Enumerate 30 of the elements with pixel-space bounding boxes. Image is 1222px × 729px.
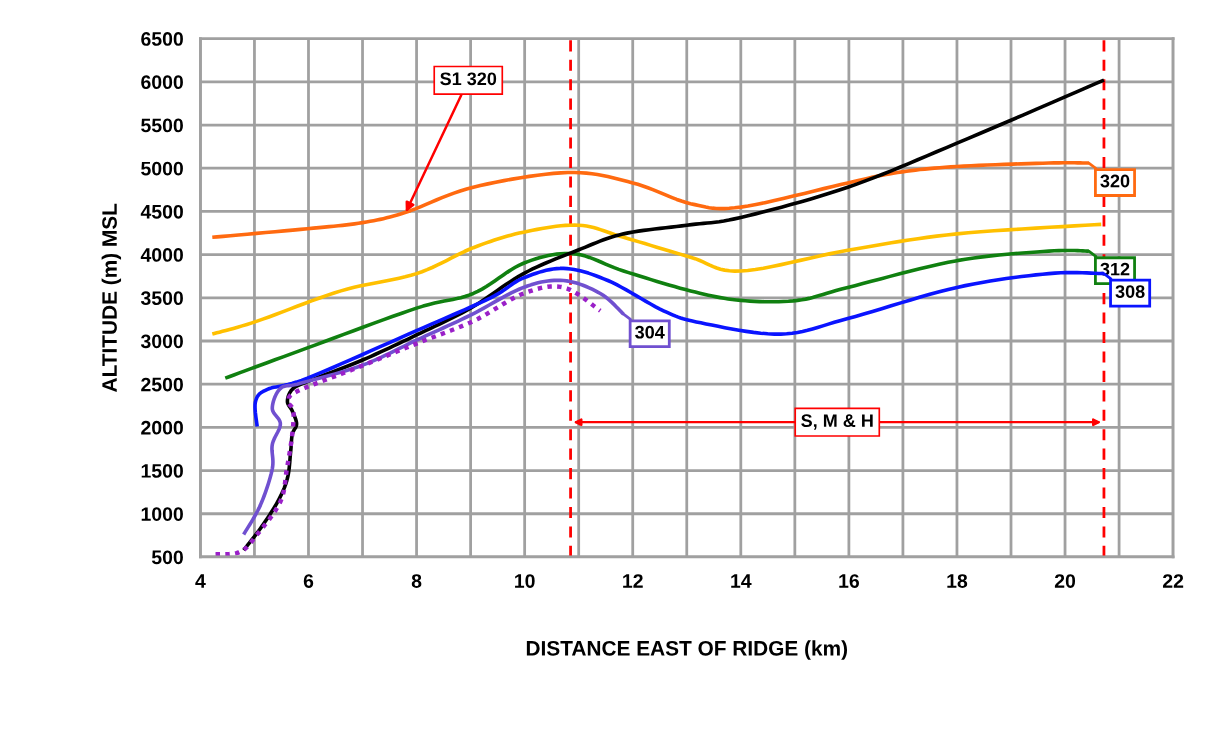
x-tick-label: 20 xyxy=(1054,574,1076,588)
y-axis-title: ALTITUDE (m) MSL xyxy=(101,203,122,392)
x-tick-label: 4 xyxy=(195,574,206,588)
annotation: S1 320 xyxy=(440,72,497,86)
y-tick-label: 2000 xyxy=(141,420,183,435)
legend-label: 308 xyxy=(1115,285,1145,299)
x-tick-label: 16 xyxy=(839,574,859,588)
y-tick-label: 2500 xyxy=(141,377,183,392)
y-tick-label: 4000 xyxy=(140,248,183,262)
y-tick-label: 4500 xyxy=(140,204,183,219)
x-tick-label: 22 xyxy=(1162,574,1184,588)
y-tick-label: 6500 xyxy=(141,32,183,46)
y-tick-label: 5000 xyxy=(141,161,183,176)
y-tick-label: 3000 xyxy=(140,334,183,349)
annotation: S, M & H xyxy=(801,414,873,430)
y-tick-label: 3500 xyxy=(140,291,183,306)
x-tick-label: 12 xyxy=(623,574,643,588)
x-tick-label: 6 xyxy=(303,574,314,588)
x-tick-label: 14 xyxy=(731,574,752,588)
x-tick-label: 18 xyxy=(947,574,968,588)
legend-label: 304 xyxy=(635,325,665,339)
x-tick-label: 8 xyxy=(411,574,422,588)
y-tick-label: 5500 xyxy=(141,118,183,133)
x-tick-label: 10 xyxy=(515,574,535,588)
y-tick-label: 6000 xyxy=(141,75,183,90)
x-axis-title: DISTANCE EAST OF RIDGE (km) xyxy=(526,640,848,660)
y-tick-label: 500 xyxy=(151,550,183,565)
legend-label: 320 xyxy=(1100,174,1130,188)
y-tick-label: 1500 xyxy=(141,464,183,478)
y-tick-label: 1000 xyxy=(141,507,183,521)
